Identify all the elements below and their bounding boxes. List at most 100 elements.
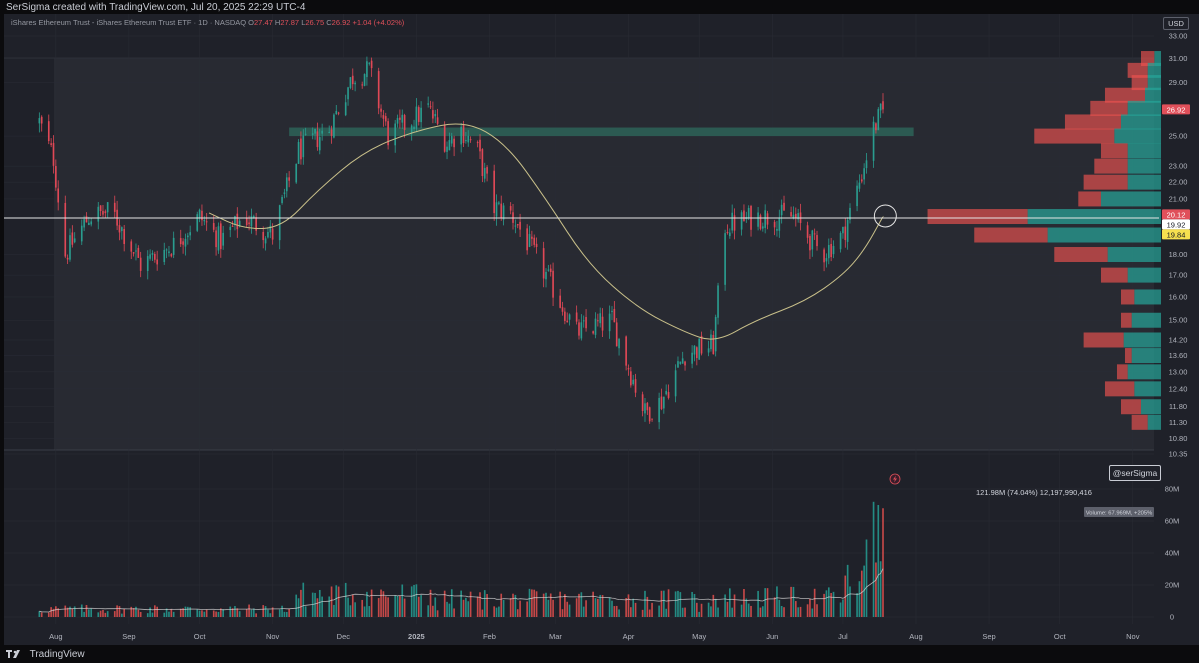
- volume-bar: [85, 604, 88, 617]
- time-tick-label: Aug: [49, 632, 62, 641]
- candle-body: [137, 247, 140, 258]
- volume-bar: [344, 582, 347, 617]
- candle-body: [663, 396, 665, 409]
- volume-bar: [234, 606, 236, 617]
- candle-body: [677, 361, 679, 368]
- candle-body: [130, 241, 133, 252]
- time-tick-label: Dec: [337, 632, 351, 641]
- candle-body: [865, 160, 868, 169]
- time-tick-label: Oct: [1054, 632, 1067, 641]
- candle-body: [179, 238, 182, 245]
- chart-frame[interactable]: 121.98M (74.04%) 12,197,990,416 Volume: …: [4, 14, 1199, 645]
- volume-bar: [321, 596, 323, 617]
- volume-bar: [542, 593, 545, 617]
- candle-body: [384, 116, 387, 122]
- candle-body: [469, 139, 472, 141]
- profile-down-bar: [1083, 174, 1128, 190]
- volume-bar: [564, 594, 566, 617]
- profile-up-bar: [1127, 267, 1161, 283]
- volume-bar: [278, 609, 281, 617]
- candle-body: [304, 133, 307, 135]
- profile-down-bar: [1104, 87, 1145, 103]
- time-tick-label: May: [692, 632, 706, 641]
- symbol-name: iShares Ethereum Trust - iShares Ethereu…: [11, 18, 247, 27]
- volume-bar: [519, 600, 521, 617]
- volume-bar: [502, 600, 505, 617]
- candle-body: [726, 231, 729, 233]
- volume-bar: [88, 609, 90, 617]
- volume-bar: [302, 582, 305, 617]
- candle-body: [182, 241, 184, 245]
- volume-ma-line: [39, 568, 884, 613]
- candle-body: [872, 121, 875, 161]
- candle-body: [165, 249, 168, 251]
- candle-body: [684, 361, 686, 366]
- currency-button[interactable]: USD: [1163, 17, 1189, 30]
- candle-body: [380, 108, 382, 112]
- price-badge-label: 19.92: [1167, 220, 1186, 229]
- time-axis[interactable]: Aug Sep Oct Nov Dec 2025 Feb Mar Apr May Jun Jul Aug…: [49, 632, 1140, 641]
- volume-bar: [809, 598, 811, 617]
- candle-body: [410, 125, 413, 134]
- candle-body: [370, 60, 373, 69]
- candle-body: [559, 295, 561, 308]
- candle-body: [432, 110, 434, 119]
- candle-body: [561, 307, 564, 312]
- candle-body: [330, 129, 333, 136]
- volume-bar: [295, 594, 298, 617]
- profile-up-bar: [1127, 364, 1161, 380]
- profile-up-bar: [1147, 62, 1161, 78]
- candle-body: [333, 114, 335, 138]
- volume-bar: [217, 611, 220, 617]
- volume-bar: [776, 586, 778, 617]
- candle-body: [498, 202, 500, 204]
- volume-bar: [580, 592, 583, 617]
- volume-bar: [71, 608, 74, 617]
- volume-bar: [644, 590, 646, 617]
- profile-up-bar: [1107, 247, 1161, 262]
- volume-bar: [844, 575, 847, 617]
- candle-body: [465, 140, 467, 142]
- volume-bar: [830, 593, 832, 617]
- candle-body: [153, 253, 156, 260]
- candle-body: [234, 216, 236, 225]
- volume-bar: [201, 610, 203, 617]
- price-badge-bg: [1162, 219, 1190, 230]
- candle-body: [667, 392, 670, 398]
- volume-bar: [394, 595, 397, 617]
- candle-body: [88, 222, 90, 226]
- price-tick-label: 31.00: [1169, 54, 1188, 63]
- candle-body: [201, 210, 203, 221]
- candle-body: [297, 141, 300, 164]
- chart-canvas[interactable]: 121.98M (74.04%) 12,197,990,416 Volume: …: [4, 14, 1199, 645]
- profile-up-bar: [1047, 227, 1161, 243]
- candle-body: [295, 163, 298, 183]
- tradingview-logo-icon: [6, 650, 20, 659]
- candle-body: [354, 82, 356, 85]
- price-tick-label: 33.00: [1169, 32, 1188, 41]
- volume-bar: [778, 599, 781, 617]
- price-axis[interactable]: 33.00 31.00 29.00 25.00 23.00 22.00 21.00 18.00…: [1165, 32, 1188, 622]
- price-tick-label: 16.00: [1169, 292, 1188, 301]
- volume-bar: [651, 602, 653, 617]
- candle-body: [139, 257, 142, 271]
- candle-body: [724, 233, 726, 285]
- volume-bar: [436, 610, 439, 617]
- volume-bar: [476, 596, 479, 617]
- candle-body: [300, 138, 302, 160]
- candle-body: [248, 222, 250, 225]
- high-value: 27.87: [280, 18, 300, 27]
- volume-bar: [153, 605, 156, 617]
- candle-body: [700, 335, 703, 354]
- profile-up-bar: [1100, 191, 1161, 207]
- volume-bar: [790, 586, 792, 617]
- volume-bar: [660, 590, 663, 617]
- candle-body: [764, 210, 766, 228]
- volume-bar: [860, 570, 863, 617]
- candle-body: [460, 126, 462, 145]
- open-value: 27.47: [254, 18, 273, 27]
- profile-down-bar: [1140, 51, 1155, 67]
- candle-body: [57, 188, 60, 203]
- profile-up-bar: [1131, 312, 1161, 328]
- volume-bar: [552, 599, 554, 617]
